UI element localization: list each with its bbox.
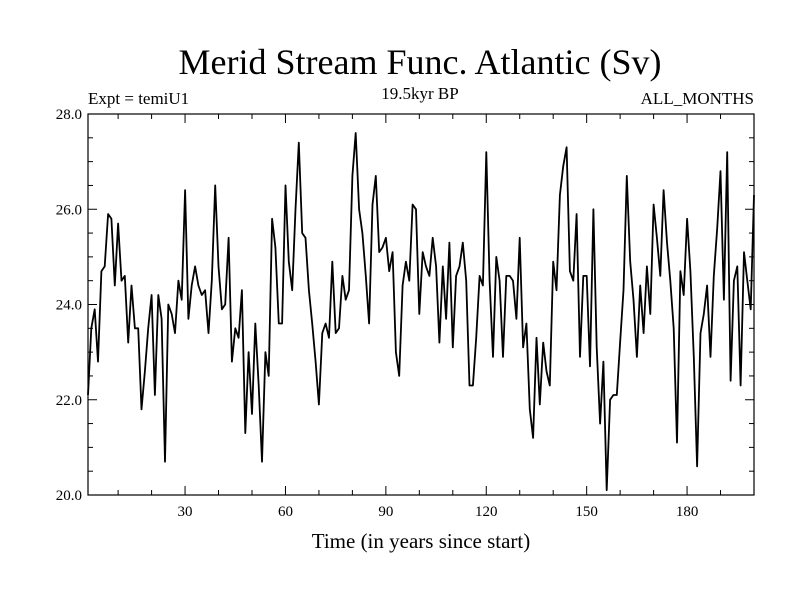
- chart-title: Merid Stream Func. Atlantic (Sv): [179, 42, 662, 82]
- y-tick-label: 20.0: [56, 488, 82, 504]
- x-tick-label: 30: [178, 504, 193, 520]
- x-tick-label: 90: [378, 504, 393, 520]
- y-axis: 20.0 22.0 24.0 26.0 28.0: [56, 107, 754, 504]
- y-tick-label: 28.0: [56, 107, 82, 123]
- y-tick-label: 26.0: [56, 202, 82, 218]
- experiment-label: Expt = temiU1: [88, 89, 189, 108]
- x-tick-label: 180: [676, 504, 699, 520]
- x-tick-label: 120: [475, 504, 498, 520]
- x-axis: 30 60 90 120 150 180: [117, 114, 722, 520]
- y-tick-label: 22.0: [56, 393, 82, 409]
- series-line: [87, 132, 755, 492]
- y-tick-label: 24.0: [56, 298, 82, 314]
- months-label: ALL_MONTHS: [641, 89, 754, 108]
- x-axis-title: Time (in years since start): [312, 529, 531, 553]
- period-label: 19.5kyr BP: [381, 84, 458, 103]
- x-tick-label: 150: [575, 504, 598, 520]
- x-tick-label: 60: [278, 504, 293, 520]
